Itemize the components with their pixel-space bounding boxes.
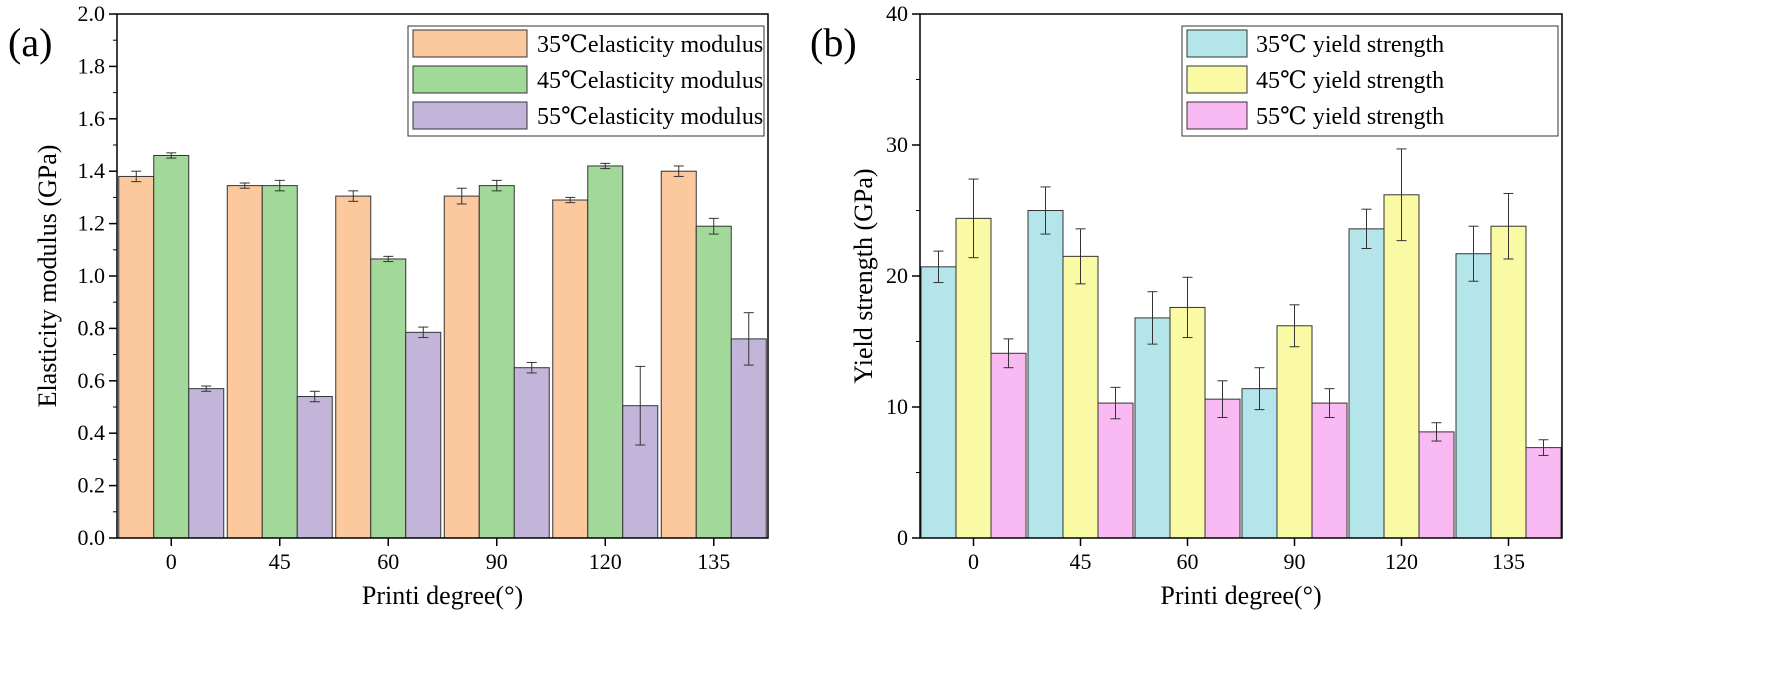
bar-120-series-2	[587, 165, 624, 539]
legend-label-1: 35℃ yield strength	[1256, 32, 1444, 58]
x-tick-label: 0	[968, 549, 979, 574]
x-tick-label: 60	[1177, 549, 1199, 574]
y-tick-label: 0	[897, 525, 908, 550]
bar-120-series-1	[1348, 228, 1385, 539]
legend-swatch-1	[412, 29, 528, 58]
bar-90-series-3	[513, 367, 550, 539]
y-tick-label: 0.0	[78, 525, 106, 550]
bar-60-series-3	[405, 331, 442, 539]
bar-90-series-3	[1311, 402, 1348, 539]
bar-0-series-3	[990, 352, 1027, 539]
bar-0-series-1	[920, 266, 957, 539]
y-tick-label: 1.6	[78, 106, 106, 131]
x-tick-label: 120	[589, 549, 622, 574]
bar-120-series-3	[1418, 431, 1455, 539]
panel-label: (a)	[8, 20, 52, 65]
y-axis-title: Elasticity modulus (GPa)	[33, 145, 62, 408]
legend-swatch-2	[412, 65, 528, 94]
bar-45-series-3	[1097, 402, 1134, 539]
bar-45-series-2	[1062, 255, 1099, 539]
bar-90-series-1	[1241, 388, 1278, 539]
y-tick-label: 40	[886, 1, 908, 26]
y-tick-label: 10	[886, 394, 908, 419]
x-axis-title: Printi degree(°)	[1160, 581, 1321, 610]
x-tick-label: 45	[1070, 549, 1092, 574]
x-tick-label: 135	[697, 549, 730, 574]
bar-0-series-1	[118, 175, 155, 539]
bar-45-series-3	[296, 396, 333, 539]
bar-90-series-2	[1276, 325, 1313, 539]
bar-135-series-2	[1490, 225, 1527, 539]
x-tick-label: 90	[486, 549, 508, 574]
legend-swatch-3	[1186, 101, 1248, 130]
bar-60-series-1	[1134, 317, 1171, 539]
legend-label-3: 55℃elasticity modulus	[537, 104, 763, 130]
panel-label: (b)	[810, 20, 857, 65]
bar-60-series-2	[370, 258, 407, 539]
bar-60-series-3	[1204, 398, 1241, 539]
x-tick-label: 45	[269, 549, 291, 574]
y-tick-label: 30	[886, 132, 908, 157]
y-tick-label: 0.6	[78, 368, 106, 393]
y-tick-label: 20	[886, 263, 908, 288]
bar-45-series-2	[261, 185, 298, 539]
legend-swatch-1	[1186, 29, 1248, 58]
bar-0-series-3	[188, 388, 225, 539]
legend-label-2: 45℃elasticity modulus	[537, 68, 763, 94]
y-tick-label: 2.0	[78, 1, 106, 26]
bar-0-series-2	[153, 154, 190, 539]
bar-90-series-2	[478, 185, 515, 539]
y-tick-label: 0.4	[78, 420, 106, 445]
x-tick-label: 135	[1492, 549, 1525, 574]
bar-135-series-1	[660, 170, 697, 539]
x-axis-title: Printi degree(°)	[362, 581, 523, 610]
bar-135-series-3	[1525, 447, 1562, 539]
legend: 35℃ yield strength 45℃ yield strength 55℃ …	[1181, 25, 1559, 137]
x-tick-label: 0	[166, 549, 177, 574]
y-tick-label: 1.0	[78, 263, 106, 288]
bar-135-series-3	[730, 338, 767, 539]
y-tick-label: 1.4	[78, 158, 106, 183]
y-axis-title: Yield strength (GPa)	[849, 168, 878, 383]
x-tick-label: 90	[1284, 549, 1306, 574]
chart-panel-a: (a) 0.0 0.2 0.4 0.6 0.8 1.0 1.2 1.4 1.6 1.8 2.0 0 45 6…	[8, 1, 769, 610]
bar-60-series-1	[335, 195, 372, 539]
chart-panel-b: (b) 0 10 20 30 40 0 45 60 90 120 135 Printi degree(°…	[810, 1, 1563, 610]
x-tick-label: 60	[377, 549, 399, 574]
y-tick-label: 0.8	[78, 315, 106, 340]
bar-135-series-2	[695, 225, 732, 539]
legend-label-2: 45℃ yield strength	[1256, 68, 1444, 94]
y-tick-label: 0.2	[78, 473, 106, 498]
legend-label-3: 55℃ yield strength	[1256, 104, 1444, 130]
y-tick-label: 1.8	[78, 53, 106, 78]
bar-60-series-2	[1169, 306, 1206, 539]
bar-135-series-1	[1455, 253, 1492, 539]
bar-0-series-2	[955, 217, 992, 539]
bar-90-series-1	[443, 195, 480, 539]
plot-frame	[116, 13, 769, 539]
x-tick-label: 120	[1385, 549, 1418, 574]
bar-120-series-1	[552, 199, 589, 539]
bar-45-series-1	[1027, 210, 1064, 539]
plot-frame	[919, 13, 1563, 539]
bar-45-series-1	[226, 185, 263, 539]
legend-swatch-2	[1186, 65, 1248, 94]
bar-120-series-2	[1383, 194, 1420, 539]
legend-swatch-3	[412, 101, 528, 130]
legend: 35℃elasticity modulus 45℃elasticity modul…	[407, 25, 765, 137]
legend-label-1: 35℃elasticity modulus	[537, 32, 763, 58]
y-tick-label: 1.2	[78, 211, 106, 236]
